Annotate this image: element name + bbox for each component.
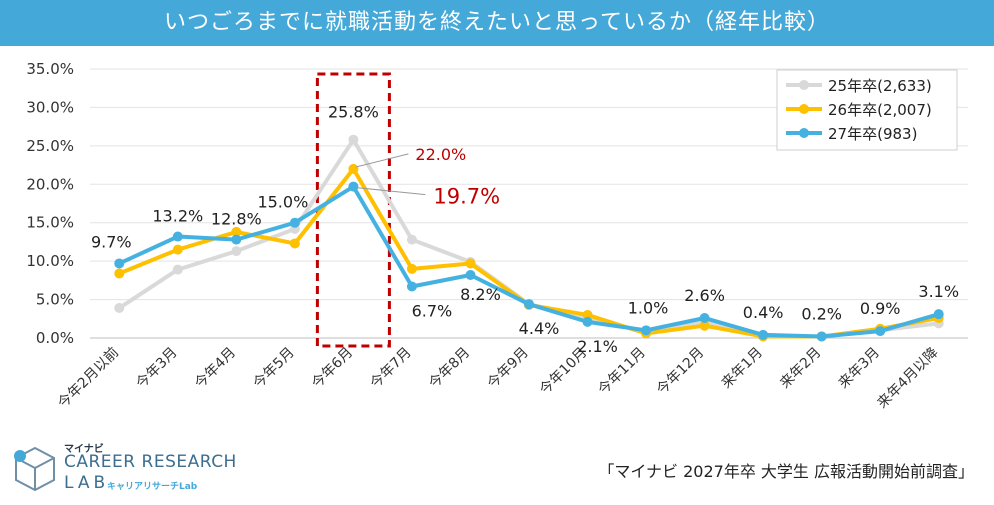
x-tick-label: 今年9月 bbox=[485, 345, 532, 392]
series-point bbox=[114, 303, 125, 314]
data-label: 2.1% bbox=[577, 337, 618, 356]
data-label: 1.0% bbox=[628, 298, 669, 317]
series-point bbox=[758, 329, 769, 340]
data-label: 12.8% bbox=[211, 210, 262, 229]
x-tick-label: 今年12月 bbox=[654, 345, 708, 399]
series-point bbox=[406, 281, 417, 292]
x-tick-label: 来年4月以降 bbox=[874, 345, 941, 412]
x-tick-label: 今年8月 bbox=[426, 345, 473, 392]
x-tick-label: 今年4月 bbox=[192, 345, 239, 392]
y-tick-label: 15.0% bbox=[26, 214, 74, 232]
x-tick-label: 今年2月以前 bbox=[54, 344, 122, 412]
logo-brand: マイナビ bbox=[64, 444, 104, 455]
series-point bbox=[875, 326, 886, 337]
title-bar bbox=[0, 0, 994, 46]
series-point bbox=[933, 309, 944, 320]
x-tick-label: 来年1月 bbox=[719, 345, 766, 392]
x-tick-label: 今年7月 bbox=[367, 345, 414, 392]
series-point bbox=[699, 313, 710, 324]
series-point bbox=[231, 226, 242, 237]
data-label: 3.1% bbox=[918, 282, 959, 301]
series-point bbox=[641, 325, 652, 336]
logo-line2: LAB bbox=[64, 473, 110, 493]
data-label: 2.6% bbox=[684, 286, 725, 305]
data-label: 4.4% bbox=[519, 319, 560, 338]
series-point bbox=[231, 246, 242, 257]
series-point bbox=[172, 231, 183, 242]
series-point bbox=[406, 234, 417, 245]
legend-label: 25年卒(2,633) bbox=[828, 77, 932, 95]
legend-marker bbox=[799, 128, 809, 138]
series-point bbox=[816, 331, 827, 342]
x-tick-label: 今年5月 bbox=[250, 345, 297, 392]
data-label: 8.2% bbox=[460, 285, 501, 304]
callout-leader bbox=[356, 153, 409, 168]
data-label: 0.4% bbox=[743, 303, 784, 322]
data-label: 0.9% bbox=[860, 299, 901, 318]
callout-leader bbox=[356, 187, 426, 196]
y-tick-label: 10.0% bbox=[26, 252, 74, 270]
logo: マイナビ CAREER RESEARCH LAB キャリアリサーチLab bbox=[12, 440, 242, 498]
series-point bbox=[289, 238, 300, 249]
y-tick-label: 5.0% bbox=[36, 291, 74, 309]
data-label: 13.2% bbox=[152, 207, 203, 226]
series-point bbox=[465, 269, 476, 280]
series-point bbox=[348, 181, 359, 192]
logo-subtitle: キャリアリサーチLab bbox=[107, 482, 198, 492]
series-point bbox=[582, 309, 593, 320]
data-label: 6.7% bbox=[412, 302, 453, 321]
data-label: 15.0% bbox=[257, 193, 308, 212]
series-point bbox=[289, 217, 300, 228]
series-point bbox=[465, 258, 476, 269]
series-point bbox=[348, 163, 359, 174]
series-point bbox=[524, 299, 534, 310]
callout-label: 19.7% bbox=[433, 185, 500, 209]
legend-marker bbox=[799, 80, 809, 90]
legend-label: 26年卒(2,007) bbox=[828, 101, 932, 119]
x-tick-label: 来年2月 bbox=[777, 345, 824, 392]
logo-line1: CAREER RESEARCH bbox=[64, 452, 237, 472]
y-tick-label: 25.0% bbox=[26, 137, 74, 155]
series-point bbox=[114, 258, 125, 269]
x-tick-label: 来年3月 bbox=[836, 345, 883, 392]
series-point bbox=[348, 134, 359, 145]
legend-label: 27年卒(983) bbox=[828, 125, 917, 143]
series-point bbox=[231, 234, 242, 245]
x-tick-label: 今年3月 bbox=[133, 345, 180, 392]
series-point bbox=[582, 316, 593, 327]
data-label: 0.2% bbox=[801, 304, 842, 323]
logo-cube-icon bbox=[14, 446, 55, 492]
series-point bbox=[699, 320, 710, 331]
series-point bbox=[114, 268, 125, 279]
series-point bbox=[172, 244, 183, 255]
x-tick-label: 今年6月 bbox=[309, 345, 356, 392]
data-label: 9.7% bbox=[91, 232, 132, 251]
callout-label: 22.0% bbox=[415, 145, 466, 164]
legend-marker bbox=[799, 104, 809, 114]
y-tick-label: 0.0% bbox=[36, 329, 74, 347]
chart-title: いつごろまでに就職活動を終えたいと思っているか（経年比較） bbox=[164, 10, 830, 35]
series-point bbox=[406, 263, 417, 274]
data-label: 25.8% bbox=[328, 103, 379, 122]
y-tick-label: 30.0% bbox=[26, 98, 74, 116]
series-point bbox=[172, 264, 183, 275]
source-note: 「マイナビ 2027年卒 大学生 広報活動開始前調査」 bbox=[598, 462, 974, 481]
y-tick-label: 20.0% bbox=[26, 175, 74, 193]
y-tick-label: 35.0% bbox=[26, 60, 74, 78]
